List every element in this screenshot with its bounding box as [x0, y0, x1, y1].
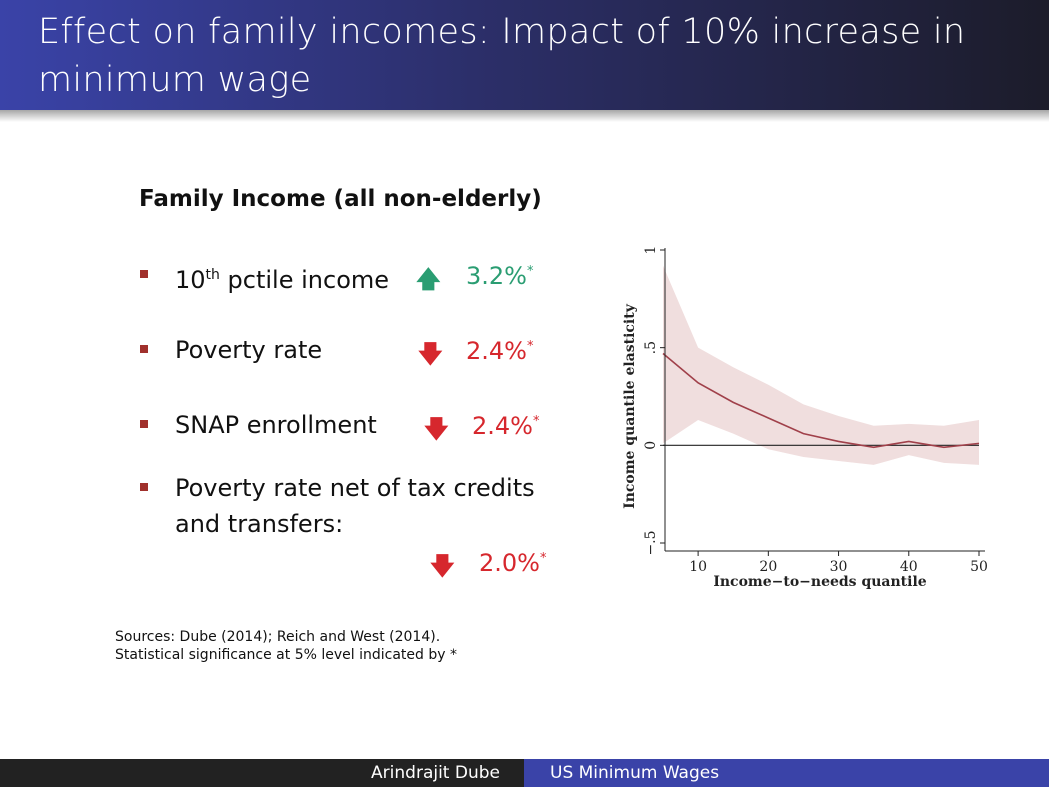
x-tick-label: 30	[830, 559, 848, 575]
x-axis-label: Income−to−needs quantile	[713, 574, 926, 590]
series-line	[662, 352, 980, 449]
bullet-text-10th-pctile: 10th pctile income	[175, 266, 390, 294]
value-poverty-net: 2.0%*	[479, 549, 547, 577]
bullet-text-snap: SNAP enrollment	[175, 411, 377, 439]
arrow-down-icon: 🡇	[424, 415, 449, 443]
sources-note: Sources: Dube (2014); Reich and West (20…	[115, 628, 457, 664]
bullet-text-poverty-net-line2: and transfers:	[175, 510, 344, 538]
slide-footer: Arindrajit Dube US Minimum Wages	[0, 759, 1049, 787]
sources-line: Sources: Dube (2014); Reich and West (20…	[115, 629, 441, 645]
arrow-down-icon: 🡇	[418, 340, 443, 368]
bullet-marker	[140, 483, 148, 491]
y-tick-label: 0	[643, 441, 659, 450]
section-subtitle: Family Income (all non-elderly)	[139, 186, 542, 212]
arrow-up-icon: 🡅	[416, 265, 441, 293]
y-axis-label: Income quantile elasticity	[622, 303, 638, 509]
y-tick-label: .5	[643, 341, 659, 354]
confidence-band	[663, 265, 979, 465]
footer-talk-title: US Minimum Wages	[524, 759, 1049, 787]
bullet-marker	[140, 345, 148, 353]
footer-author: Arindrajit Dube	[0, 759, 524, 787]
bullet-marker	[140, 420, 148, 428]
value-snap: 2.4%*	[472, 412, 540, 440]
x-tick-label: 50	[970, 559, 988, 575]
bullet-text-poverty-net: Poverty rate net of tax credits	[175, 474, 535, 502]
slide-title: Effect on family incomes: Impact of 10% …	[38, 12, 966, 100]
x-tick-label: 20	[759, 559, 777, 575]
x-tick-label: 40	[900, 559, 918, 575]
x-tick-group: 10 20 30 40 50	[689, 551, 988, 575]
slide-header	[0, 0, 1049, 110]
y-tick-label: 1	[643, 246, 659, 255]
header-shadow	[0, 110, 1049, 122]
elasticity-chart: 10 20 30 40 50 −.5 0 .5 1 Income−to−needs quant…	[622, 246, 988, 590]
arrow-down-icon: 🡇	[430, 552, 455, 580]
bullet-marker	[140, 270, 148, 278]
y-tick-label: −.5	[643, 530, 659, 555]
value-poverty-rate: 2.4%*	[466, 337, 534, 365]
x-tick-label: 10	[689, 559, 707, 575]
y-tick-group: −.5 0 .5 1	[643, 246, 665, 556]
value-10th-pctile: 3.2%*	[466, 262, 534, 290]
significance-line: Statistical significance at 5% level ind…	[115, 647, 457, 663]
bullet-text-poverty-rate: Poverty rate	[175, 336, 323, 364]
